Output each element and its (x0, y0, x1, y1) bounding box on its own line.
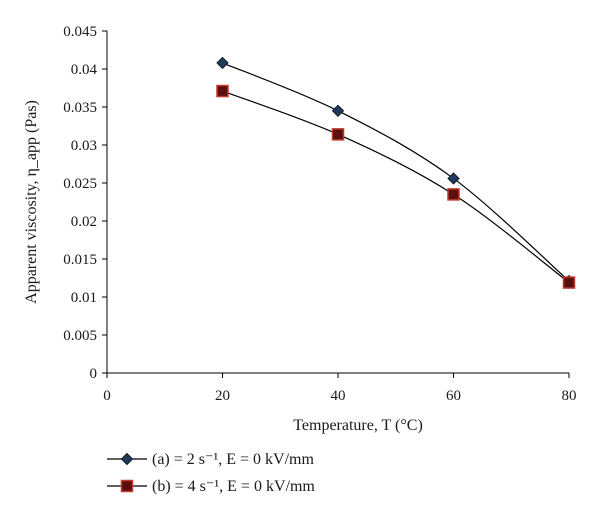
x-tick-label: 60 (446, 388, 461, 404)
data-point-diamond-marker (447, 172, 460, 185)
legend-label: (b) = 4 s⁻¹, E = 0 kV/mm (152, 478, 315, 495)
series-a (216, 56, 576, 288)
y-tick-label: 0.01 (71, 290, 97, 306)
x-tick-label: 80 (562, 388, 577, 404)
y-tick-label: 0.02 (71, 214, 97, 230)
data-point-diamond-marker (216, 56, 229, 70)
y-tick-label: 0.04 (71, 62, 98, 78)
x-axis-ticks: 0 20 40 60 80 (103, 373, 577, 404)
x-tick-label: 0 (103, 388, 111, 404)
legend-label: (a) = 2 s⁻¹, E = 0 kV/mm (152, 451, 314, 468)
x-tick-label: 40 (331, 388, 346, 404)
legend-item: (b) = 4 s⁻¹, E = 0 kV/mm (107, 478, 315, 495)
data-point-square-marker (331, 128, 345, 141)
y-tick-label: 0.045 (63, 24, 97, 40)
data-point-square-marker (562, 276, 576, 289)
y-tick-label: 0.03 (71, 138, 97, 154)
legend: (a) = 2 s⁻¹, E = 0 kV/mm (b) = 4 s⁻¹, E =… (107, 451, 315, 495)
x-axis-title: Temperature, T (°C) (293, 417, 423, 434)
y-tick-label: 0.015 (63, 252, 97, 268)
series-line (222, 90, 570, 284)
series-layer (216, 56, 576, 289)
legend-item: (a) = 2 s⁻¹, E = 0 kV/mm (107, 451, 314, 468)
y-tick-label: 0.005 (63, 328, 97, 344)
y-axis-title: Apparent viscosity, η_app (Pas) (23, 100, 40, 304)
data-point-diamond-marker (331, 104, 345, 118)
axes (106, 31, 569, 374)
y-tick-label: 0.035 (63, 100, 97, 116)
series-b (216, 84, 576, 289)
data-point-square-marker (216, 84, 229, 98)
data-point-square-marker (447, 188, 460, 201)
x-tick-label: 20 (215, 388, 230, 404)
y-tick-label: 0 (90, 366, 98, 382)
series-line (222, 62, 570, 282)
legend-square-marker (120, 479, 134, 493)
y-tick-label: 0.025 (63, 176, 97, 192)
y-axis-ticks: 0 0.005 0.01 0.015 0.02 0.025 0.03 0.035 0.04 0.0… (63, 24, 107, 382)
legend-diamond-marker (120, 452, 134, 466)
